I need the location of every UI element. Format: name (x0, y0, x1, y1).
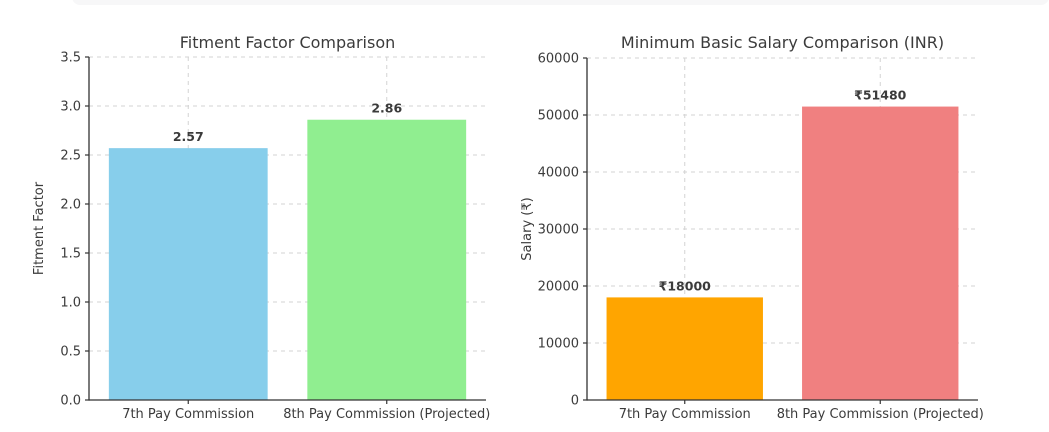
bar (606, 297, 763, 400)
chart-title: Minimum Basic Salary Comparison (INR) (621, 33, 944, 52)
y-tick-label: 3.0 (60, 100, 81, 115)
bar-value-label: ₹18000 (659, 278, 711, 293)
x-tick-label: 7th Pay Commission (619, 407, 751, 422)
fitment-factor-chart: 2.57 2.86 0.0 0.5 1.0 1.5 2.0 2.5 3.0 3.5 7th Pay … (32, 33, 490, 422)
bar-value-label: 2.86 (371, 101, 402, 116)
bar (307, 119, 467, 400)
bar (802, 106, 959, 401)
x-tick-label: 8th Pay Commission (Projected) (283, 407, 490, 422)
salary-comparison-chart: ₹18000 ₹51480 0 10000 20000 30000 40000 50000 60… (520, 33, 984, 422)
y-axis-label: Salary (₹) (520, 197, 535, 260)
y-tick-label: 2.5 (60, 149, 81, 164)
y-tick-label: 60000 (538, 52, 579, 67)
y-tick-label: 30000 (538, 223, 579, 238)
y-tick-label: 0.5 (60, 345, 81, 360)
y-tick-label: 2.0 (60, 198, 81, 213)
chart-title: Fitment Factor Comparison (180, 33, 396, 52)
x-tick-label: 8th Pay Commission (Projected) (777, 407, 984, 422)
bar-value-label: 2.57 (173, 129, 204, 144)
bar (108, 148, 268, 400)
y-tick-label: 50000 (538, 109, 579, 124)
y-tick-label: 1.5 (60, 247, 81, 262)
y-tick-label: 3.5 (60, 51, 81, 66)
y-tick-label: 0.0 (60, 394, 81, 409)
x-tick-label: 7th Pay Commission (122, 407, 254, 422)
y-tick-label: 0 (571, 394, 579, 409)
y-tick-label: 20000 (538, 280, 579, 295)
y-axis-label: Fitment Factor (32, 181, 47, 275)
y-tick-label: 10000 (538, 337, 579, 352)
y-tick-label: 1.0 (60, 296, 81, 311)
y-tick-label: 40000 (538, 166, 579, 181)
top-panel-edge (72, 0, 1049, 5)
bar-value-label: ₹51480 (854, 88, 906, 103)
